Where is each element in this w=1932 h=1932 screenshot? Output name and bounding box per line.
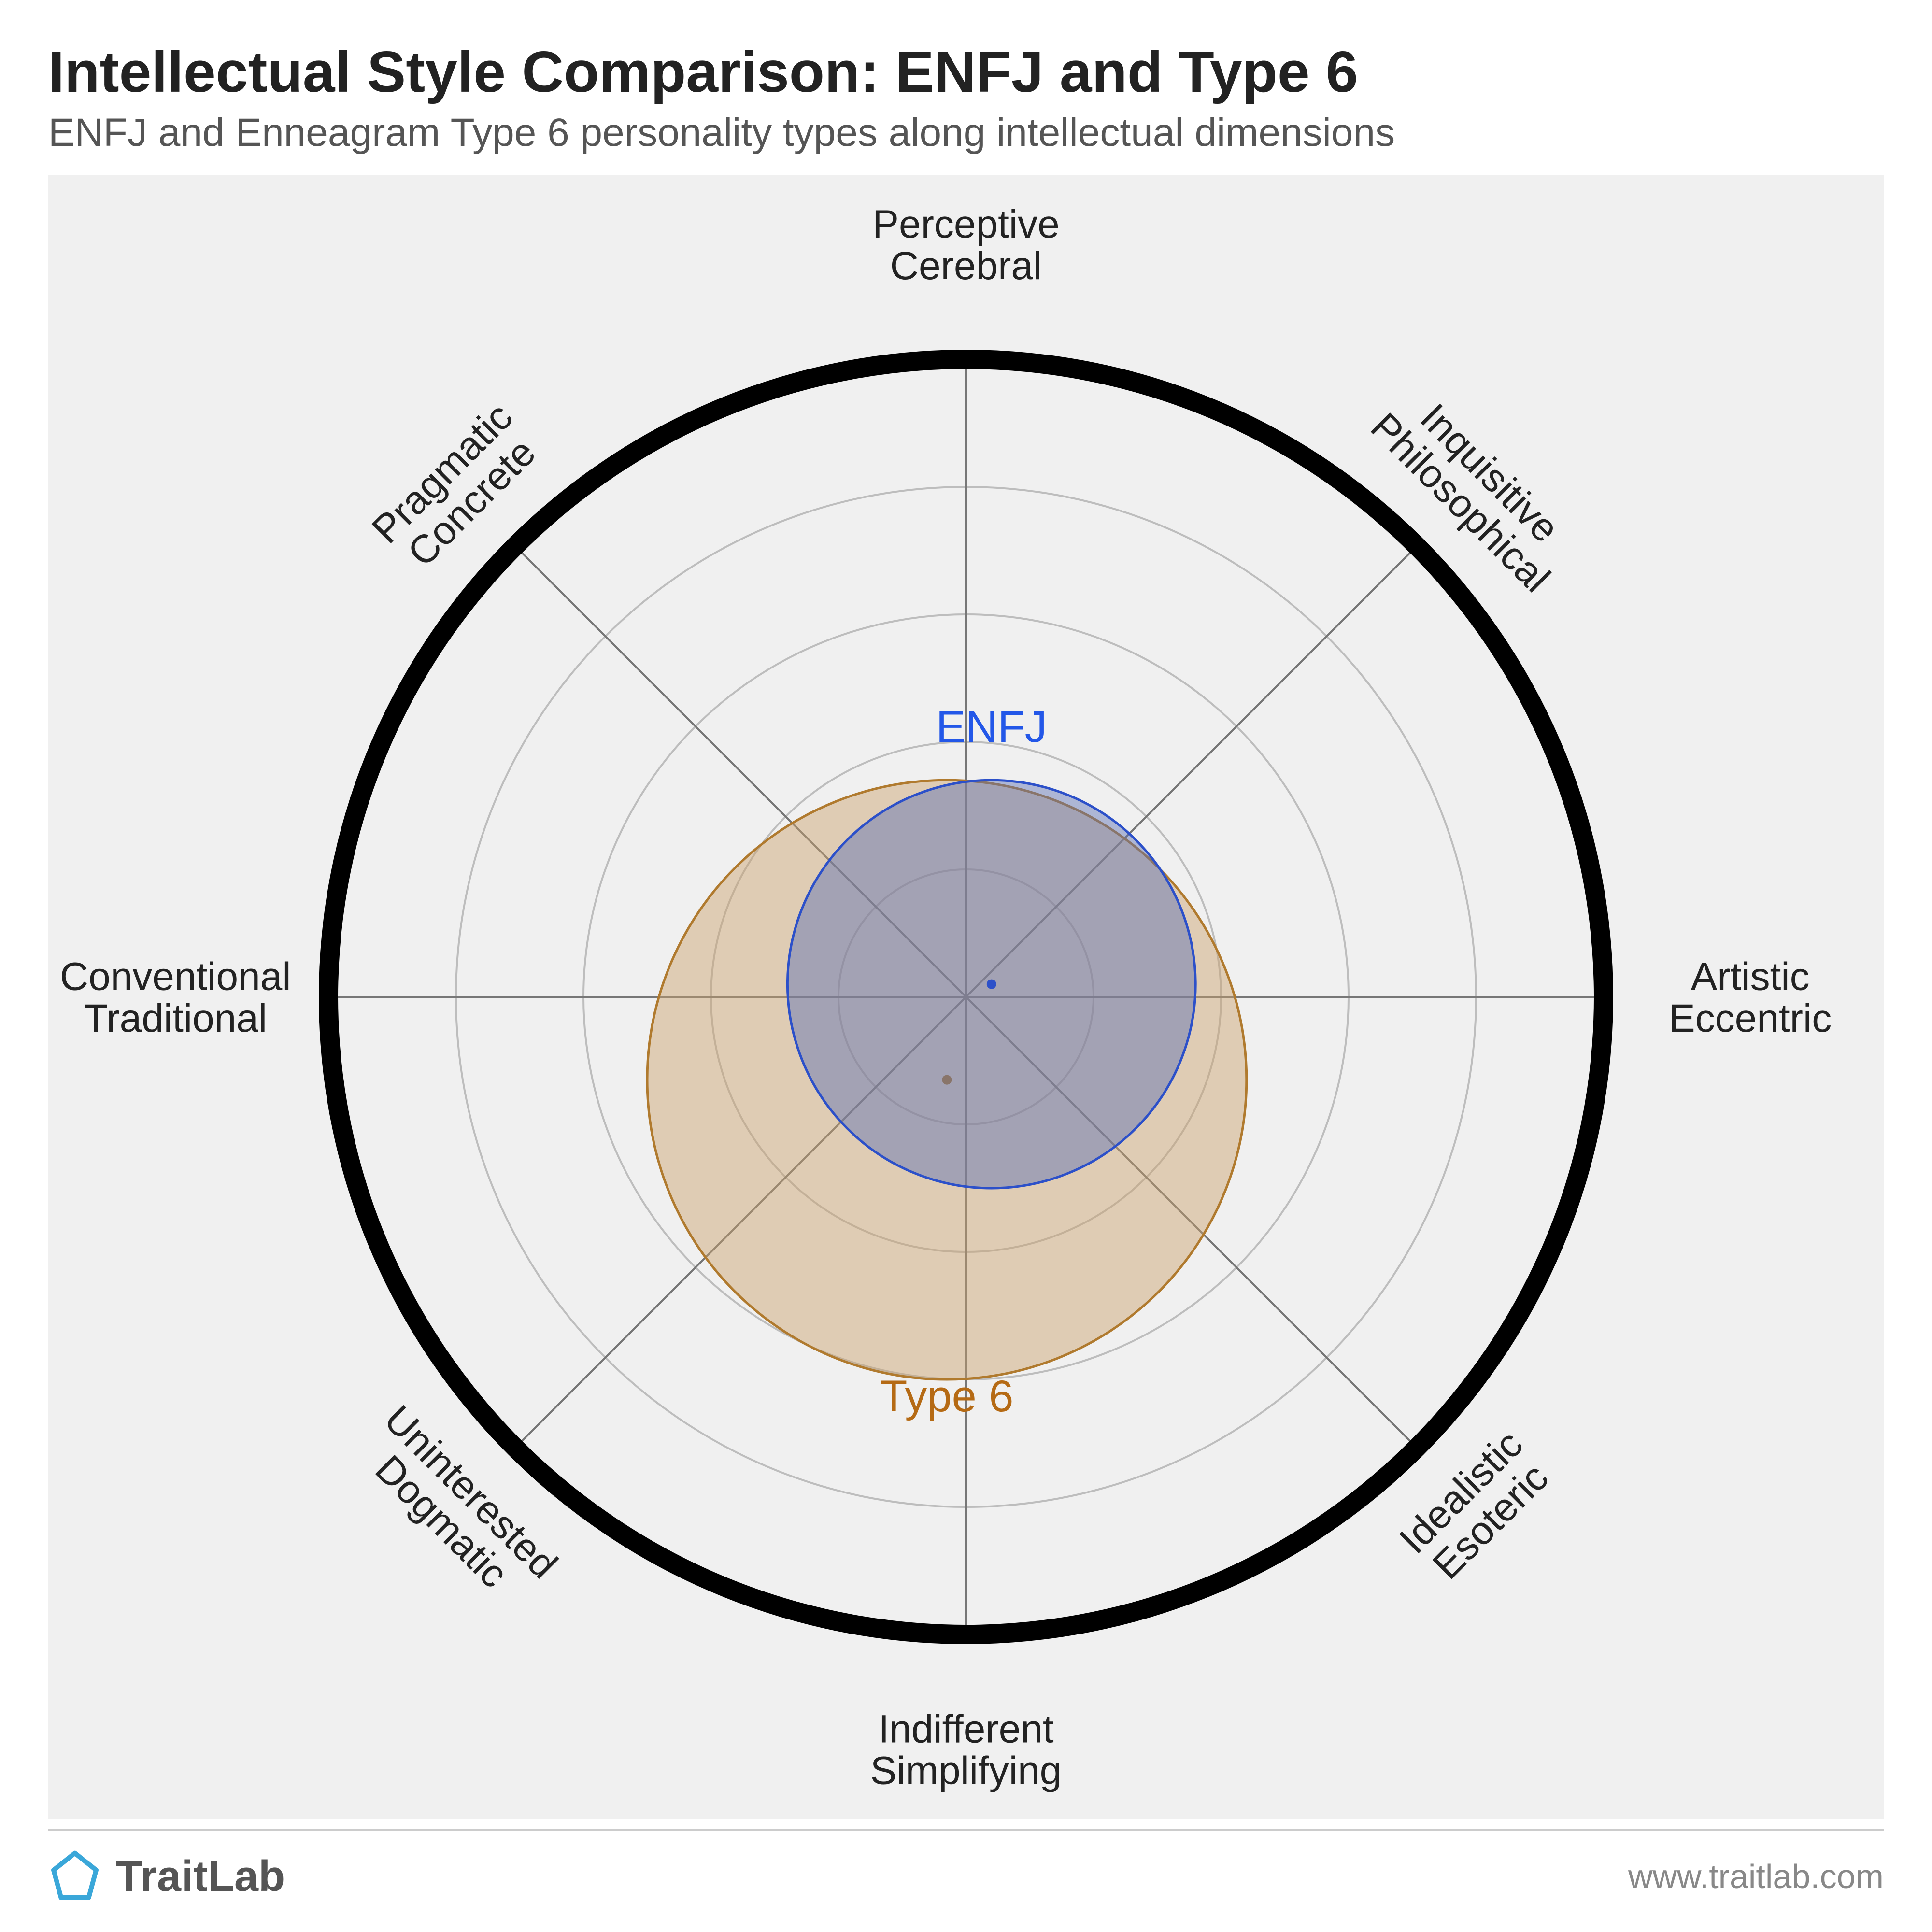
brand-name: TraitLab [116,1852,285,1902]
brand: TraitLab [48,1850,285,1903]
chart-subtitle: ENFJ and Enneagram Type 6 personality ty… [48,110,1884,156]
axis-label-group: ArtisticEccentric [1669,955,1832,1040]
axis-label: PerceptiveCerebral [872,202,1059,288]
card: Intellectual Style Comparison: ENFJ and … [0,0,1932,1932]
axis-label: ConventionalTraditional [60,955,291,1040]
footer: TraitLab www.traitlab.com [48,1829,1884,1903]
series-label-enfj: ENFJ [936,702,1047,752]
chart-area: PerceptiveCerebralInquisitivePhilosophic… [48,175,1884,1819]
series-label-type6: Type 6 [880,1372,1013,1421]
radar-chart: PerceptiveCerebralInquisitivePhilosophic… [48,175,1884,1819]
axis-label: IndifferentSimplifying [870,1707,1062,1792]
axis-label-group: PerceptiveCerebral [872,202,1059,288]
brand-logo-icon [48,1850,101,1903]
chart-title: Intellectual Style Comparison: ENFJ and … [48,39,1884,105]
axis-label-group: IndifferentSimplifying [870,1707,1062,1792]
brand-url: www.traitlab.com [1628,1857,1884,1896]
series-center-dot-enfj [987,980,996,989]
axis-label: ArtisticEccentric [1669,955,1832,1040]
axis-label-group: ConventionalTraditional [60,955,291,1040]
